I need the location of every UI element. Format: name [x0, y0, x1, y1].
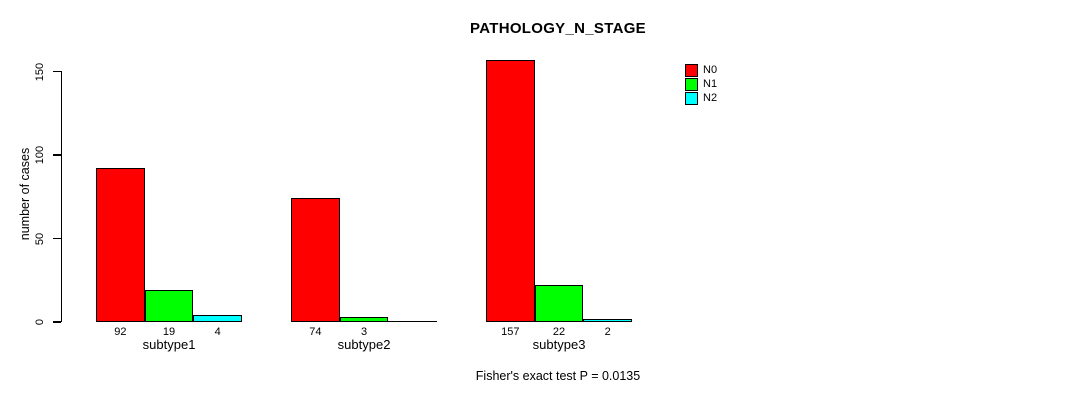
bar-subtype1-N0: [96, 168, 145, 322]
y-tick-label-50: 50: [34, 232, 46, 245]
value-label-subtype1-N0: 92: [114, 326, 127, 338]
category-label-subtype2: subtype2: [337, 337, 391, 352]
y-axis-label: number of cases: [18, 147, 32, 241]
y-tick-mark-50: [53, 237, 61, 240]
value-label-subtype2-N1: 3: [360, 326, 368, 338]
y-axis-line: [60, 71, 62, 322]
bar-subtype3-N1: [534, 285, 584, 322]
value-label-subtype1-N1: 19: [162, 326, 176, 338]
bar-subtype3-N0: [486, 59, 535, 322]
legend-label-N0: N0: [703, 64, 718, 76]
legend-label-N1: N1: [703, 78, 718, 90]
footnote: Fisher's exact test P = 0.0135: [475, 369, 641, 383]
value-label-subtype3-N2: 2: [604, 326, 611, 338]
bar-subtype1-N1: [144, 290, 194, 322]
legend-swatch-N2: [685, 92, 698, 105]
y-tick-mark-150: [53, 70, 61, 73]
category-label-subtype1: subtype1: [142, 337, 196, 352]
y-tick-label-150: 150: [34, 62, 46, 81]
y-tick-label-0: 0: [34, 318, 46, 326]
bar-subtype2-N1: [339, 317, 389, 322]
bar-subtype2-N2-zero: [388, 320, 438, 322]
value-label-subtype3-N0: 157: [501, 326, 520, 338]
y-tick-mark-100: [53, 154, 61, 156]
legend-swatch-N0: [685, 64, 698, 77]
legend-label-N2: N2: [703, 92, 718, 104]
y-tick-mark-0: [53, 321, 61, 323]
legend-swatch-N1: [685, 78, 698, 91]
value-label-subtype1-N2: 4: [214, 326, 221, 338]
y-tick-label-100: 100: [34, 145, 46, 165]
chart-title: PATHOLOGY_N_STAGE: [470, 20, 646, 37]
value-label-subtype3-N1: 22: [552, 326, 566, 338]
category-label-subtype3: subtype3: [532, 337, 586, 352]
value-label-subtype2-N0: 74: [309, 326, 322, 338]
bar-subtype1-N2: [193, 315, 243, 322]
bar-subtype2-N0: [291, 198, 340, 322]
bar-subtype3-N2: [583, 318, 633, 322]
